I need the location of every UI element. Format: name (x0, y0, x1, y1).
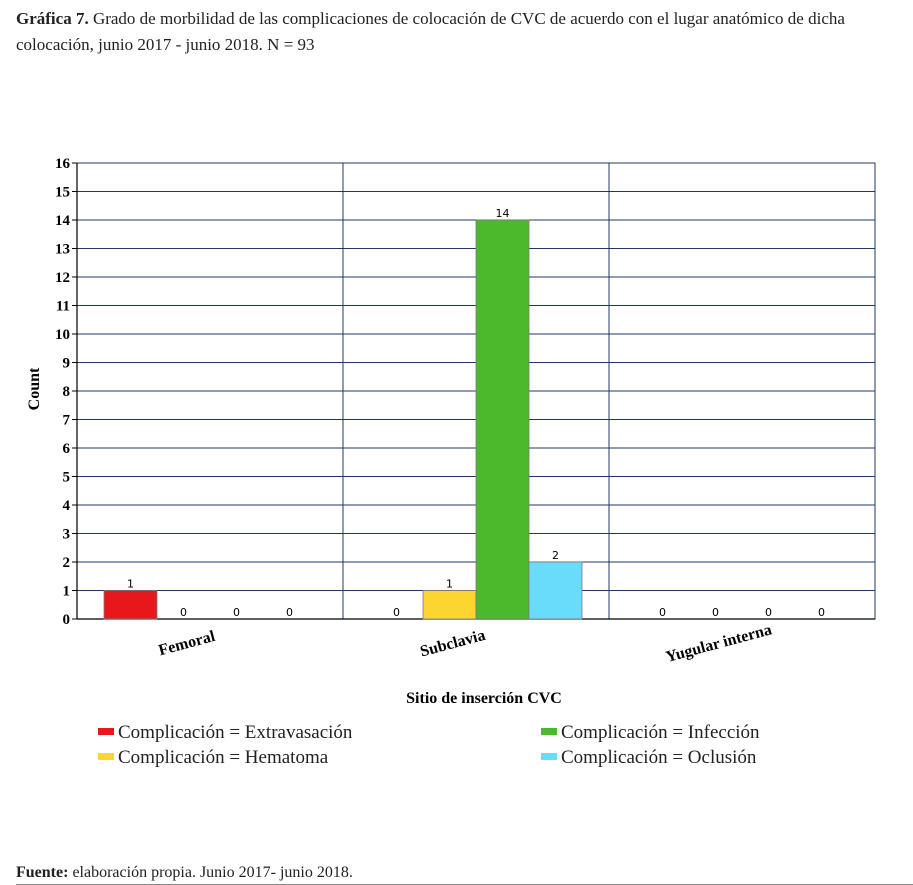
data-label: 0 (765, 606, 772, 619)
y-tick-label: 16 (55, 156, 71, 172)
y-tick-label: 6 (63, 441, 71, 457)
y-tick-label: 8 (63, 384, 71, 400)
y-tick-label: 14 (55, 213, 71, 229)
legend-label: Complicación = Hematoma (118, 747, 329, 768)
data-label: 14 (496, 207, 510, 220)
data-label: 0 (286, 606, 293, 619)
legend-swatch (98, 753, 114, 760)
caption-text: Grado de morbilidad de las complicacione… (16, 9, 845, 54)
data-label: 1 (127, 578, 134, 591)
y-tick-label: 7 (63, 413, 71, 429)
legend-label: Complicación = Extravasación (118, 722, 353, 743)
figure-source: Fuente: elaboración propia. Junio 2017- … (16, 864, 353, 882)
legend-swatch (98, 728, 114, 735)
data-label: 0 (393, 606, 400, 619)
legend-label: Complicación = Oclusión (561, 747, 757, 768)
x-tick-label: Femoral (157, 628, 218, 660)
data-label: 0 (233, 606, 240, 619)
bar (528, 561, 583, 620)
y-tick-label: 3 (63, 527, 71, 543)
data-label: 0 (712, 606, 719, 619)
legend-swatch (541, 728, 557, 735)
y-tick-label: 0 (63, 612, 71, 628)
x-tick-label: Subclavia (418, 627, 487, 661)
y-tick-label: 4 (63, 498, 71, 514)
y-axis-title: Count (26, 367, 43, 410)
y-tick-label: 13 (55, 242, 70, 258)
bar (475, 219, 530, 620)
data-label: 0 (659, 606, 666, 619)
y-tick-label: 10 (55, 327, 70, 343)
y-tick-label: 5 (63, 470, 71, 486)
y-tick-label: 1 (63, 584, 71, 600)
y-tick-label: 2 (63, 555, 71, 571)
data-label: 0 (818, 606, 825, 619)
y-tick-label: 9 (63, 356, 71, 372)
y-tick-label: 15 (55, 185, 70, 201)
data-label: 0 (180, 606, 187, 619)
figure-caption: Gráfica 7. Grado de morbilidad de las co… (16, 6, 896, 58)
x-axis-title: Sitio de inserción CVC (406, 690, 562, 707)
y-tick-label: 11 (56, 299, 70, 315)
bar (103, 590, 158, 620)
bar (422, 590, 477, 620)
source-text: elaboración propia. Junio 2017- junio 20… (72, 864, 353, 881)
caption-label: Gráfica 7. (16, 9, 89, 28)
legend-swatch (541, 753, 557, 760)
source-label: Fuente: (16, 864, 69, 881)
data-label: 2 (552, 549, 559, 562)
data-label: 1 (446, 578, 453, 591)
legend-label: Complicación = Infección (561, 722, 760, 743)
y-tick-label: 12 (55, 270, 70, 286)
x-tick-label: Yugular interna (664, 621, 774, 666)
